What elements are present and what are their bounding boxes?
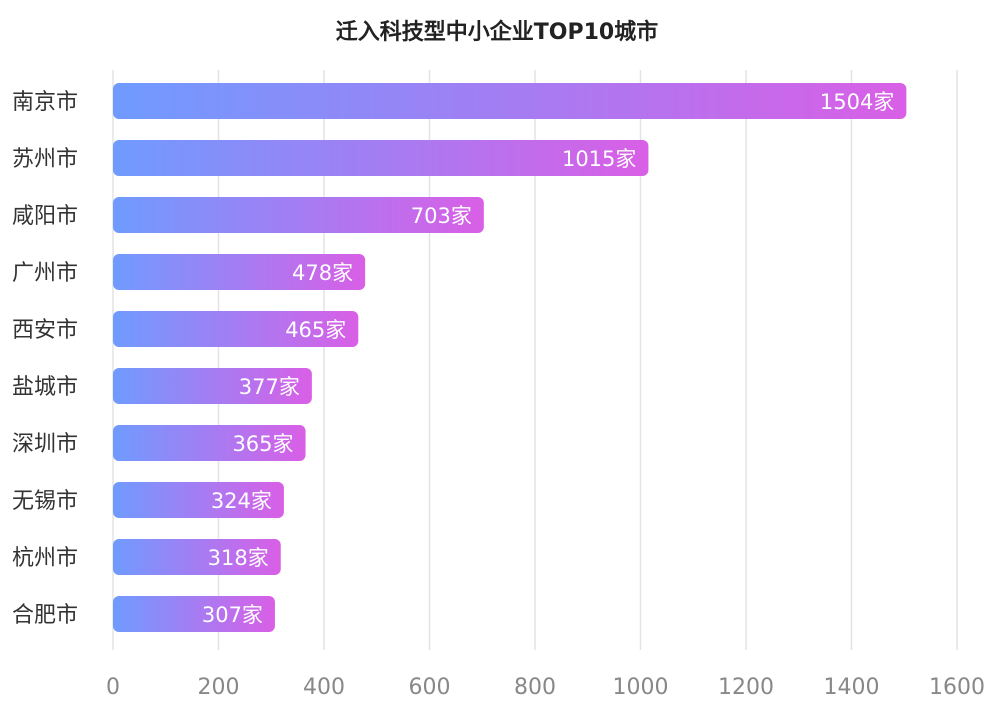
category-label: 咸阳市: [12, 204, 78, 229]
x-tick-label: 600: [409, 675, 451, 700]
category-label: 合肥市: [12, 603, 78, 628]
bar: [113, 254, 366, 290]
x-tick-label: 800: [514, 675, 556, 700]
data-label: 1504家: [820, 90, 894, 114]
x-tick-label: 0: [106, 675, 120, 700]
x-tick-label: 1600: [929, 675, 985, 700]
data-label: 307家: [202, 603, 263, 627]
category-label: 盐城市: [12, 375, 78, 400]
data-label: 318家: [208, 546, 269, 570]
bar: [113, 482, 284, 518]
x-tick-label: 1400: [824, 675, 880, 700]
data-label: 365家: [232, 432, 293, 456]
bar: [113, 140, 649, 176]
bar: [113, 539, 281, 575]
category-label: 深圳市: [12, 432, 78, 457]
x-tick-label: 1200: [718, 675, 774, 700]
x-tick-label: 400: [303, 675, 345, 700]
bar: [113, 368, 312, 404]
x-tick-label: 200: [198, 675, 240, 700]
data-label: 1015家: [562, 147, 636, 171]
category-label: 苏州市: [12, 147, 78, 172]
data-label: 377家: [239, 375, 300, 399]
data-label: 703家: [411, 204, 472, 228]
data-label: 478家: [292, 261, 353, 285]
data-label: 324家: [211, 489, 272, 513]
bar: [113, 596, 275, 632]
bar: [113, 197, 484, 233]
category-label: 南京市: [12, 90, 78, 115]
bar: [113, 425, 306, 461]
category-label: 杭州市: [12, 546, 78, 571]
bar: [113, 311, 359, 347]
category-label: 广州市: [12, 261, 78, 286]
category-label: 无锡市: [12, 489, 78, 514]
data-label: 465家: [285, 318, 346, 342]
x-tick-label: 1000: [613, 675, 669, 700]
bar: [113, 83, 907, 119]
category-label: 西安市: [12, 318, 78, 343]
labels: 0 200 400 600 800 1000 1200 1400 1600 南京市 1504家苏州市…: [12, 90, 985, 700]
bars: [113, 83, 907, 632]
chart-title: 迁入科技型中小企业TOP10城市: [335, 20, 659, 45]
